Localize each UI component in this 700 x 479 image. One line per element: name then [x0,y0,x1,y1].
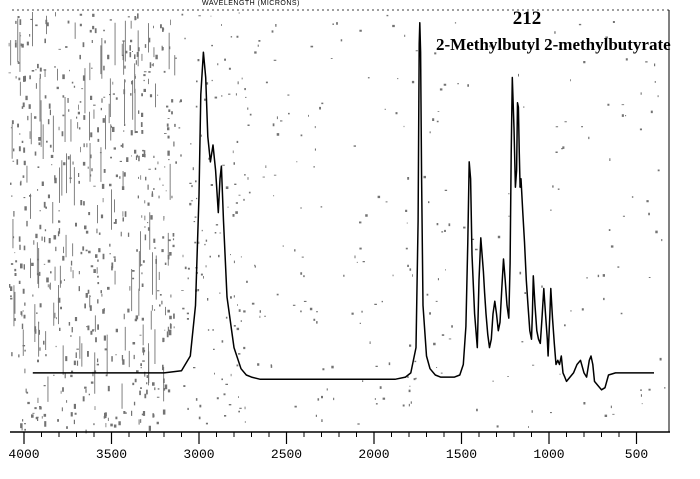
x-tick-label: 1500 [446,447,477,462]
x-tick-label: 3000 [183,447,214,462]
spectrum-line [32,21,654,391]
x-tick-label: 500 [625,447,648,462]
x-tick-label: 4000 [8,447,39,462]
compound-number: 212 [513,8,542,29]
x-tick-label: 1000 [533,447,564,462]
top-axis-label: WAVELENGTH (MICRONS) [202,0,300,7]
x-axis-ticks: 4000 3500 3000 2500 2000 1500 1000 500 [8,432,648,462]
x-tick-label: 2500 [271,447,302,462]
x-tick-label: 2000 [358,447,389,462]
chart-title: 2-Methylbutyl 2-methylbutyrate [436,35,671,54]
x-tick-label: 3500 [96,447,127,462]
